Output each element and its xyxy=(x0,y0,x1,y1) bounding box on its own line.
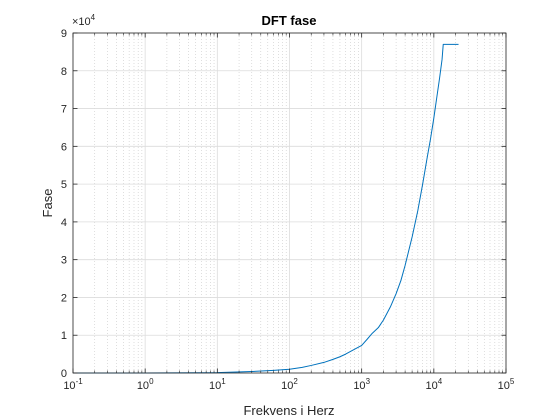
x-tick-exponent: -1 xyxy=(76,377,84,386)
x-tick-label: 102 xyxy=(281,377,298,392)
x-tick-base: 10 xyxy=(353,380,365,392)
x-tick-exponent: 5 xyxy=(510,377,515,386)
x-tick-base: 10 xyxy=(425,380,437,392)
y-tick-label: 4 xyxy=(61,217,67,229)
x-tick-base: 10 xyxy=(209,380,221,392)
chart-title: DFT fase xyxy=(262,13,317,28)
y-tick-label: 7 xyxy=(61,104,67,116)
x-tick-base: 10 xyxy=(281,380,293,392)
y-tick-label: 2 xyxy=(61,292,67,304)
x-axis-label: Frekvens i Herz xyxy=(243,403,334,418)
ticks xyxy=(72,32,507,374)
x-tick-exponent: 0 xyxy=(149,377,154,386)
y-tick-label: 0 xyxy=(61,368,67,380)
x-tick-label: 104 xyxy=(425,377,442,392)
y-tick-label: 3 xyxy=(61,255,67,267)
x-tick-exponent: 3 xyxy=(366,377,371,386)
x-tick-base: 10 xyxy=(63,380,75,392)
x-tick-label: 101 xyxy=(209,377,226,392)
x-tick-label: 100 xyxy=(137,377,154,392)
y-tick-label: 8 xyxy=(61,66,67,78)
x-tick-exponent: 2 xyxy=(293,377,298,386)
x-tick-label: 105 xyxy=(498,377,515,392)
x-tick-base: 10 xyxy=(137,380,149,392)
y-exponent-power: 4 xyxy=(91,13,96,22)
y-tick-label: 5 xyxy=(61,179,67,191)
y-tick-label: 1 xyxy=(61,330,67,342)
y-axis-label: Fase xyxy=(40,189,55,218)
y-tick-label: 9 xyxy=(61,28,67,40)
x-tick-base: 10 xyxy=(498,380,510,392)
y-exponent-base: ×10 xyxy=(72,16,91,28)
y-tick-labels: 0 1 2 3 4 5 6 7 8 9 xyxy=(61,28,67,380)
x-tick-exponent: 4 xyxy=(438,377,443,386)
y-tick-label: 6 xyxy=(61,141,67,153)
y-exponent-label: ×104 xyxy=(72,13,96,28)
x-tick-label: 10-1 xyxy=(63,377,83,392)
x-tick-labels: 10-1 100 101 102 103 104 105 xyxy=(63,377,515,392)
x-tick-exponent: 1 xyxy=(221,377,226,386)
x-tick-label: 103 xyxy=(353,377,370,392)
